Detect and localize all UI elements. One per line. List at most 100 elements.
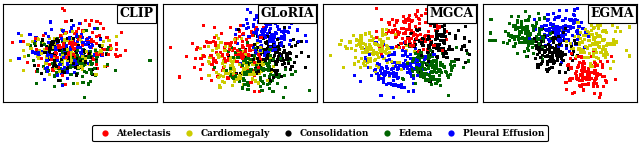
Point — [545, 33, 555, 35]
Point — [447, 67, 457, 69]
Point — [43, 51, 53, 54]
Point — [301, 18, 311, 20]
Point — [381, 48, 392, 51]
Point — [267, 71, 277, 73]
Point — [18, 50, 28, 52]
Point — [212, 48, 222, 50]
Point — [250, 69, 260, 71]
Point — [548, 61, 558, 64]
Point — [384, 24, 394, 26]
Point — [369, 38, 379, 40]
Point — [410, 57, 420, 60]
Point — [599, 54, 609, 56]
Point — [414, 54, 424, 56]
Point — [525, 33, 536, 35]
Point — [252, 62, 262, 65]
Point — [31, 70, 42, 73]
Point — [430, 29, 440, 32]
Point — [433, 35, 443, 37]
Point — [410, 26, 420, 28]
Point — [62, 78, 72, 80]
Point — [264, 87, 275, 90]
Point — [410, 48, 420, 50]
Point — [301, 34, 311, 37]
Point — [37, 51, 47, 53]
Point — [371, 68, 381, 71]
Point — [86, 41, 96, 44]
Point — [81, 43, 91, 46]
Point — [413, 68, 424, 70]
Point — [97, 44, 108, 46]
Point — [60, 44, 70, 46]
Point — [533, 67, 543, 69]
Point — [52, 66, 62, 68]
Point — [584, 67, 594, 69]
Point — [220, 58, 230, 60]
Point — [392, 61, 402, 64]
Point — [287, 73, 297, 75]
Point — [67, 62, 77, 64]
Point — [76, 37, 86, 39]
Point — [525, 35, 535, 38]
Point — [229, 68, 239, 70]
Point — [60, 47, 70, 50]
Point — [545, 57, 556, 59]
Point — [545, 45, 555, 47]
Point — [236, 52, 246, 54]
Point — [432, 79, 442, 81]
Point — [418, 38, 428, 40]
Point — [246, 59, 256, 61]
Point — [554, 43, 564, 45]
Point — [414, 74, 424, 77]
Point — [390, 84, 401, 86]
Point — [272, 25, 282, 28]
Point — [270, 31, 280, 33]
Point — [545, 40, 555, 43]
Point — [416, 54, 426, 57]
Point — [60, 48, 70, 51]
Point — [378, 32, 388, 34]
Point — [268, 48, 278, 51]
Point — [354, 44, 364, 46]
Point — [532, 45, 542, 47]
Point — [567, 92, 577, 95]
Point — [239, 83, 249, 85]
Point — [406, 75, 416, 78]
Point — [100, 66, 110, 68]
Point — [44, 49, 54, 51]
Point — [366, 47, 376, 49]
Point — [560, 25, 570, 27]
Point — [240, 58, 250, 60]
Point — [589, 70, 600, 72]
Point — [577, 74, 588, 77]
Point — [353, 43, 364, 46]
Point — [597, 48, 607, 51]
Point — [584, 40, 595, 42]
Point — [68, 62, 78, 65]
Point — [233, 56, 243, 59]
Point — [274, 73, 284, 75]
Point — [409, 62, 419, 64]
Point — [215, 87, 225, 89]
Point — [588, 42, 598, 44]
Point — [58, 42, 68, 45]
Point — [431, 47, 441, 49]
Point — [225, 68, 236, 70]
Point — [571, 18, 581, 21]
Point — [385, 51, 395, 53]
Point — [424, 37, 435, 39]
Point — [425, 24, 435, 26]
Point — [237, 51, 248, 53]
Point — [538, 59, 548, 61]
Point — [269, 44, 279, 46]
Point — [421, 63, 431, 65]
Point — [451, 59, 461, 61]
Point — [579, 51, 589, 54]
Point — [424, 35, 434, 37]
Point — [426, 63, 436, 66]
Point — [440, 50, 450, 53]
Point — [393, 45, 403, 47]
Point — [229, 38, 239, 41]
Point — [426, 41, 436, 44]
Point — [551, 45, 561, 47]
